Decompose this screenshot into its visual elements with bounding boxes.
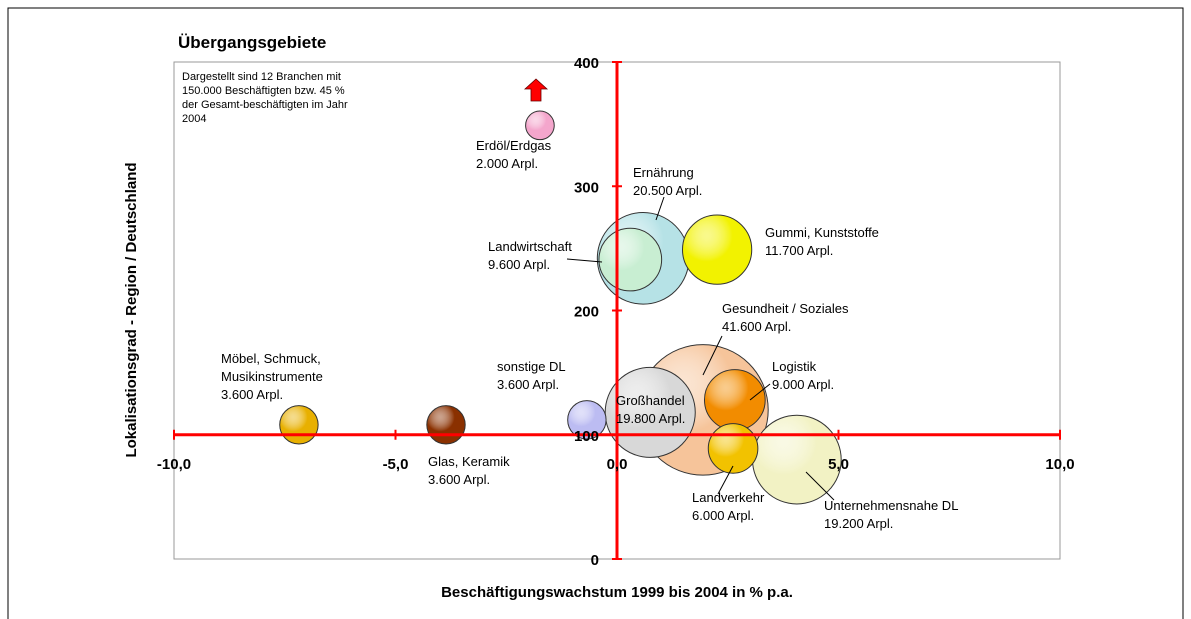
bubble-size-label: 3.600 Arpl. [497,377,559,392]
x-tick-label: -10,0 [157,456,191,473]
bubble-label: Gesundheit / Soziales [722,301,849,316]
bubble-label: Ernährung [633,165,694,180]
bubble [598,227,663,292]
annotation-line: 150.000 Beschäftigten bzw. 45 % [182,85,345,97]
bubble [567,400,607,440]
bubble-label: Landverkehr [692,490,765,505]
bubble-label: Glas, Keramik [428,454,510,469]
bubble-size-label: 19.800 Arpl. [616,411,685,426]
y-axis-title: Lokalisationsgrad - Region / Deutschland [123,162,140,457]
bubble-label: Möbel, Schmuck, [221,351,321,366]
arrow-up [523,78,549,102]
leader-line [717,465,734,495]
bubble-size-label: 19.200 Arpl. [824,516,893,531]
annotation-line: Dargestellt sind 12 Branchen mit [182,71,341,83]
x-tick-label: -5,0 [383,456,409,473]
y-tick-label: 400 [574,55,599,72]
leader-line [655,196,665,221]
bubble-size-label: 20.500 Arpl. [633,183,702,198]
bubble-label: Musikinstrumente [221,369,323,384]
chart-title: Übergangsgebiete [178,33,326,52]
bubble-size-label: 9.000 Arpl. [772,377,834,392]
bubble-size-label: 3.600 Arpl. [221,387,283,402]
leader-line [702,335,723,376]
leader-lines [566,196,835,501]
bubble [525,110,555,141]
bubble-label: Logistik [772,359,817,374]
bubble-label: Landwirtschaft [488,239,572,254]
bubble-size-label: 9.600 Arpl. [488,257,550,272]
y-tick-label: 200 [574,304,599,321]
bubble-label: Unternehmensnahe DL [824,498,958,513]
x-tick-label: 10,0 [1045,456,1074,473]
bubble-size-label: 41.600 Arpl. [722,319,791,334]
bubble-label: sonstige DL [497,359,566,374]
y-tick-label: 100 [574,428,599,445]
bubble [703,369,766,431]
bubble-label: Erdöl/Erdgas [476,138,552,153]
frame [7,7,1184,619]
x-tick-label: 5,0 [828,456,849,473]
y-tick-label: 300 [574,179,599,196]
bubble [682,214,753,285]
bubble [426,405,466,445]
annotation: Dargestellt sind 12 Branchen mit 150.000… [182,71,348,125]
bubble-label: Großhandel [616,393,685,408]
bubble-size-label: 2.000 Arpl. [476,156,538,171]
y-tick-label: 0 [591,552,599,569]
bubble-size-label: 6.000 Arpl. [692,508,754,523]
leader-line [749,383,771,401]
leader-line [805,471,835,501]
x-tick-label: 0,0 [607,456,628,473]
bubble-size-label: 11.700 Arpl. [765,243,833,258]
bubble-label: Gummi, Kunststoffe [765,225,879,240]
bubble [279,405,319,445]
bubble-size-label: 3.600 Arpl. [428,472,490,487]
x-axis-title: Beschäftigungswachstum 1999 bis 2004 in … [441,584,793,601]
annotation-line: 2004 [182,113,206,125]
bubble [707,423,759,474]
annotation-line: der Gesamt-beschäftigten im Jahr [182,99,348,111]
leader-line [566,258,603,263]
